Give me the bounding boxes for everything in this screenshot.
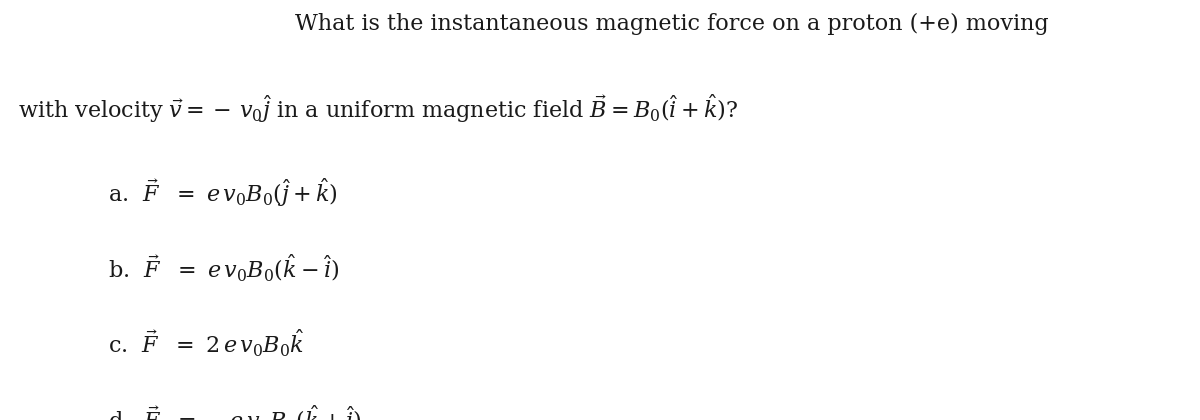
- Text: What is the instantaneous magnetic force on a proton (+e) moving: What is the instantaneous magnetic force…: [295, 13, 1049, 35]
- Text: d.  $\vec{F}$  $=$ $-\, e\,v_0 B_0 (\hat{k} + \hat{i})$: d. $\vec{F}$ $=$ $-\, e\,v_0 B_0 (\hat{k…: [108, 403, 361, 420]
- Text: with velocity $\vec{v} =-\, v_0\hat{j}$ in a uniform magnetic field $\vec{B} = B: with velocity $\vec{v} =-\, v_0\hat{j}$ …: [18, 92, 738, 125]
- Text: b.  $\vec{F}$  $=$ $e\,v_0 B_0 (\hat{k} - \hat{i})$: b. $\vec{F}$ $=$ $e\,v_0 B_0 (\hat{k} - …: [108, 252, 340, 283]
- Text: a.  $\vec{F}$  $=$ $e\,v_0 B_0 (\hat{j} + \hat{k})$: a. $\vec{F}$ $=$ $e\,v_0 B_0 (\hat{j} + …: [108, 176, 338, 209]
- Text: c.  $\vec{F}$  $=$ $2\,e\,v_0 B_0 \hat{k}$: c. $\vec{F}$ $=$ $2\,e\,v_0 B_0 \hat{k}$: [108, 328, 304, 359]
